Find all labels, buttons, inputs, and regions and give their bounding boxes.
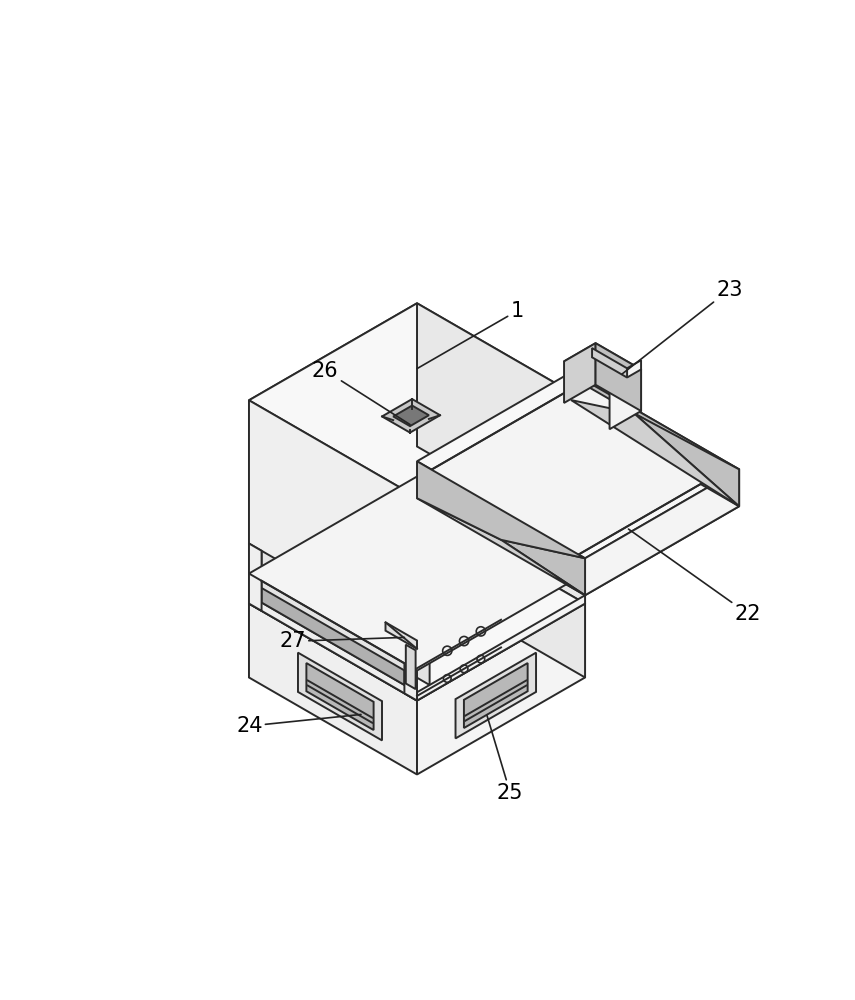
Polygon shape bbox=[464, 663, 528, 728]
Polygon shape bbox=[249, 303, 417, 544]
Polygon shape bbox=[596, 343, 641, 411]
Text: 23: 23 bbox=[622, 280, 743, 374]
Text: 25: 25 bbox=[487, 716, 523, 803]
Polygon shape bbox=[417, 303, 585, 544]
Polygon shape bbox=[249, 604, 417, 774]
Polygon shape bbox=[249, 544, 417, 649]
Polygon shape bbox=[306, 663, 374, 730]
Text: 24: 24 bbox=[236, 714, 361, 736]
Polygon shape bbox=[417, 498, 585, 595]
Polygon shape bbox=[386, 622, 417, 649]
Polygon shape bbox=[298, 653, 382, 740]
Polygon shape bbox=[417, 461, 585, 558]
Polygon shape bbox=[249, 400, 417, 641]
Polygon shape bbox=[610, 369, 641, 429]
Polygon shape bbox=[404, 633, 417, 701]
Text: 26: 26 bbox=[312, 361, 410, 425]
Polygon shape bbox=[456, 653, 536, 738]
Polygon shape bbox=[417, 400, 585, 641]
Polygon shape bbox=[564, 343, 641, 388]
Polygon shape bbox=[382, 399, 440, 433]
Polygon shape bbox=[249, 303, 585, 497]
Polygon shape bbox=[571, 372, 739, 506]
Polygon shape bbox=[627, 360, 641, 378]
Polygon shape bbox=[634, 413, 739, 506]
Text: 22: 22 bbox=[628, 529, 761, 624]
Polygon shape bbox=[262, 545, 429, 685]
Text: 27: 27 bbox=[280, 631, 404, 651]
Polygon shape bbox=[406, 645, 416, 689]
Polygon shape bbox=[417, 507, 585, 677]
Polygon shape bbox=[428, 383, 728, 557]
Polygon shape bbox=[249, 507, 585, 701]
Polygon shape bbox=[249, 544, 262, 611]
Polygon shape bbox=[262, 559, 404, 685]
Polygon shape bbox=[417, 604, 585, 774]
Polygon shape bbox=[249, 595, 417, 701]
Polygon shape bbox=[249, 446, 417, 604]
Polygon shape bbox=[571, 400, 739, 506]
Polygon shape bbox=[417, 409, 739, 595]
Text: 1: 1 bbox=[417, 301, 524, 369]
Polygon shape bbox=[501, 540, 585, 595]
Polygon shape bbox=[417, 544, 585, 649]
Polygon shape bbox=[592, 348, 627, 378]
Polygon shape bbox=[249, 507, 417, 677]
Polygon shape bbox=[564, 343, 596, 403]
Polygon shape bbox=[417, 372, 739, 558]
Polygon shape bbox=[249, 477, 585, 671]
Polygon shape bbox=[417, 595, 585, 701]
Polygon shape bbox=[417, 446, 585, 604]
Polygon shape bbox=[393, 406, 429, 426]
Polygon shape bbox=[585, 469, 739, 595]
